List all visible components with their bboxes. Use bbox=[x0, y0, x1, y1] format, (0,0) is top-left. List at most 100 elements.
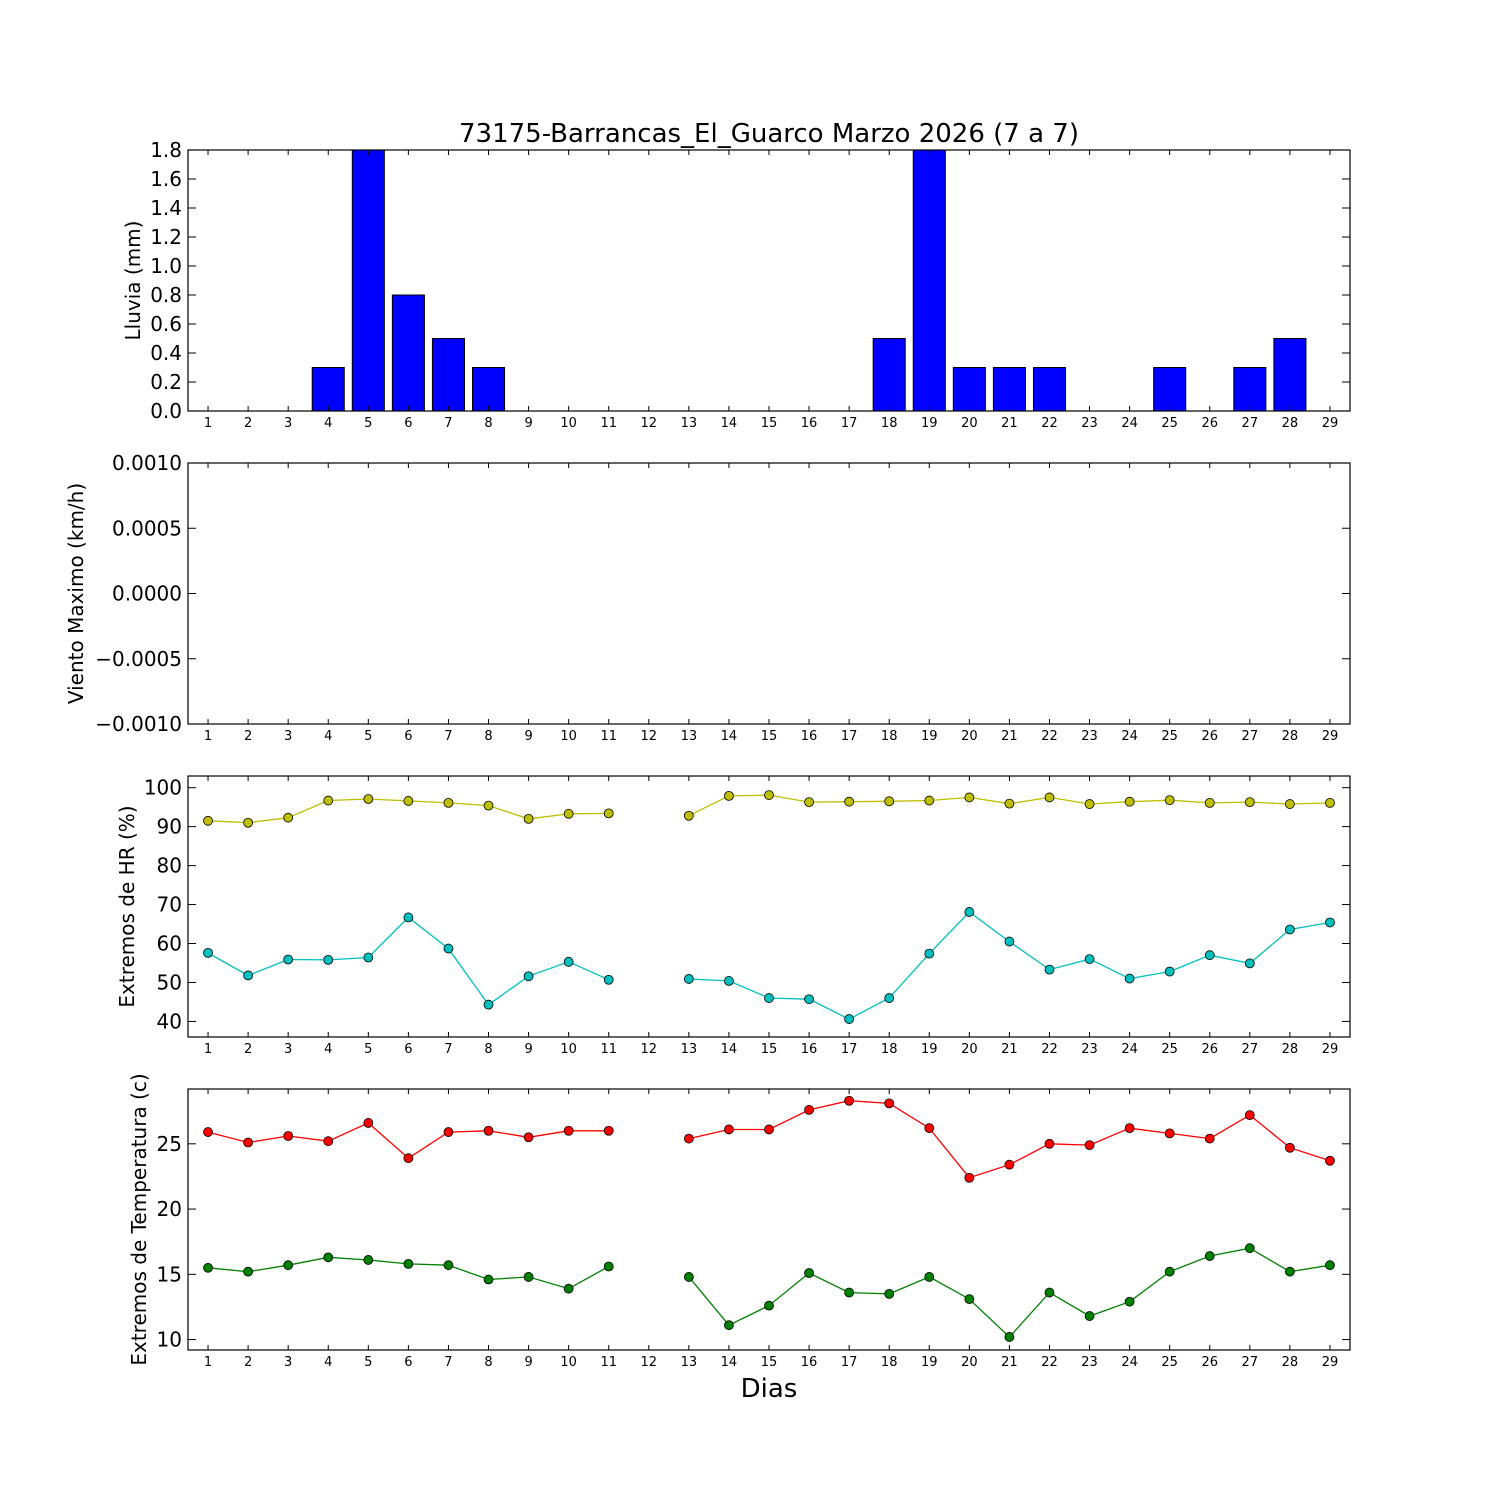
point-day-14 bbox=[724, 976, 734, 986]
x-tick-label: 21 bbox=[1001, 1355, 1018, 1370]
x-tick-label: 22 bbox=[1041, 729, 1058, 744]
x-tick-label: 4 bbox=[324, 1042, 332, 1057]
point-day-13 bbox=[683, 974, 694, 984]
x-tick-label: 17 bbox=[841, 1355, 858, 1370]
x-tick-label: 19 bbox=[921, 416, 938, 431]
point-day-29 bbox=[1325, 1155, 1335, 1166]
point-day-22 bbox=[1044, 964, 1055, 975]
x-tick-label: 16 bbox=[801, 1042, 818, 1057]
y-tick-label: 1.6 bbox=[150, 167, 182, 191]
x-tick-label: 23 bbox=[1081, 1355, 1098, 1370]
x-tick-label: 12 bbox=[641, 1355, 658, 1370]
series-line-segment-1 bbox=[688, 1247, 1331, 1338]
y-tick-label: 20 bbox=[157, 1197, 182, 1221]
point-day-16 bbox=[804, 797, 814, 807]
x-tick-label: 17 bbox=[841, 1042, 858, 1057]
point-day-1 bbox=[203, 815, 213, 826]
y-tick-label: 70 bbox=[157, 893, 182, 917]
x-tick-label: 5 bbox=[364, 1042, 372, 1057]
y-axis-label: Extremos de Temperatura (c) bbox=[127, 1073, 151, 1365]
x-tick-label: 8 bbox=[484, 416, 492, 431]
bar-day-27 bbox=[1233, 367, 1267, 412]
point-day-18 bbox=[884, 796, 895, 807]
x-tick-label: 18 bbox=[881, 1042, 898, 1057]
point-day-7 bbox=[443, 943, 454, 954]
point-day-25 bbox=[1164, 966, 1175, 977]
x-tick-label: 5 bbox=[364, 416, 372, 431]
x-tick-label: 19 bbox=[921, 1042, 938, 1057]
x-tick-label: 27 bbox=[1242, 1355, 1259, 1370]
y-axis-label: Lluvia (mm) bbox=[121, 221, 145, 341]
point-day-7 bbox=[443, 797, 454, 808]
x-tick-label: 11 bbox=[600, 1355, 617, 1370]
point-day-1 bbox=[203, 1262, 213, 1273]
point-day-10 bbox=[563, 1125, 574, 1136]
x-tick-label: 29 bbox=[1322, 416, 1339, 431]
point-day-2 bbox=[243, 970, 254, 981]
point-day-29 bbox=[1325, 917, 1335, 928]
x-tick-label: 25 bbox=[1161, 1355, 1178, 1370]
point-day-23 bbox=[1084, 1311, 1095, 1321]
x-tick-label: 5 bbox=[364, 1355, 372, 1370]
y-tick-label: 50 bbox=[157, 970, 182, 994]
x-tick-label: 16 bbox=[801, 729, 818, 744]
x-tick-label: 5 bbox=[364, 729, 372, 744]
point-day-2 bbox=[243, 1266, 254, 1277]
point-day-27 bbox=[1244, 797, 1255, 807]
point-day-2 bbox=[243, 817, 254, 828]
x-tick-label: 12 bbox=[641, 729, 658, 744]
x-tick-label: 1 bbox=[204, 729, 212, 744]
y-tick-label: 0.2 bbox=[150, 370, 182, 394]
x-tick-label: 4 bbox=[324, 729, 332, 744]
point-day-5 bbox=[363, 1255, 374, 1265]
x-tick-label: 8 bbox=[484, 1042, 492, 1057]
point-day-25 bbox=[1164, 795, 1175, 806]
x-tick-label: 24 bbox=[1121, 729, 1138, 744]
point-day-29 bbox=[1325, 1260, 1335, 1271]
x-tick-label: 14 bbox=[721, 1355, 738, 1370]
y-tick-label: 0.8 bbox=[150, 283, 182, 307]
y-tick-label: −0.0010 bbox=[95, 712, 182, 736]
series-line-segment-1 bbox=[688, 911, 1331, 1020]
point-day-10 bbox=[563, 1283, 574, 1294]
x-tick-label: 7 bbox=[444, 1042, 452, 1057]
point-day-3 bbox=[283, 1131, 294, 1141]
y-tick-label: 100 bbox=[144, 776, 182, 800]
point-day-16 bbox=[804, 1268, 814, 1278]
x-tick-label: 26 bbox=[1201, 1355, 1218, 1370]
point-day-22 bbox=[1044, 792, 1055, 803]
x-tick-label: 12 bbox=[641, 1042, 658, 1057]
point-day-11 bbox=[603, 1261, 614, 1272]
x-tick-label: 6 bbox=[404, 416, 412, 431]
x-tick-label: 21 bbox=[1001, 1042, 1018, 1057]
point-day-21 bbox=[1004, 1332, 1015, 1342]
x-tick-label: 15 bbox=[761, 416, 778, 431]
x-tick-label: 10 bbox=[560, 416, 577, 431]
x-tick-label: 27 bbox=[1242, 416, 1259, 431]
y-tick-label: 0.0010 bbox=[112, 451, 182, 475]
point-day-11 bbox=[603, 1125, 614, 1136]
series-humedad-1 bbox=[203, 907, 1335, 1024]
y-tick-label: 10 bbox=[157, 1328, 182, 1352]
bar-day-5 bbox=[351, 149, 385, 412]
x-tick-label: 23 bbox=[1081, 729, 1098, 744]
series-humedad-0 bbox=[203, 790, 1335, 828]
point-day-8 bbox=[483, 1125, 494, 1136]
y-tick-label: 0.0 bbox=[150, 399, 182, 423]
bar-day-28 bbox=[1273, 338, 1307, 412]
x-tick-label: 24 bbox=[1121, 416, 1138, 431]
x-tick-label: 26 bbox=[1201, 1042, 1218, 1057]
y-axis-label: Extremos de HR (%) bbox=[115, 805, 139, 1007]
bar-day-21 bbox=[992, 367, 1026, 412]
y-tick-label: 25 bbox=[157, 1132, 182, 1156]
x-tick-label: 28 bbox=[1282, 1355, 1299, 1370]
point-day-4 bbox=[323, 795, 334, 806]
x-tick-label: 17 bbox=[841, 416, 858, 431]
x-tick-label: 27 bbox=[1242, 1042, 1259, 1057]
x-tick-label: 2 bbox=[244, 1042, 252, 1057]
point-day-9 bbox=[523, 1272, 534, 1282]
point-day-9 bbox=[523, 1132, 534, 1143]
point-day-13 bbox=[683, 810, 694, 821]
x-tick-label: 11 bbox=[600, 416, 617, 431]
x-tick-label: 2 bbox=[244, 416, 252, 431]
